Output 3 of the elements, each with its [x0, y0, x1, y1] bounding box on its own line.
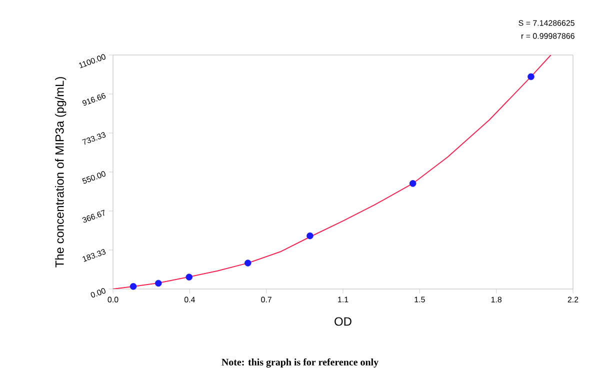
x-axis-title: OD: [334, 317, 352, 326]
y-axis-title: The concentration of MIP3a (pg/mL): [55, 77, 66, 268]
text: Note: this graph is for reference only: [222, 358, 378, 368]
